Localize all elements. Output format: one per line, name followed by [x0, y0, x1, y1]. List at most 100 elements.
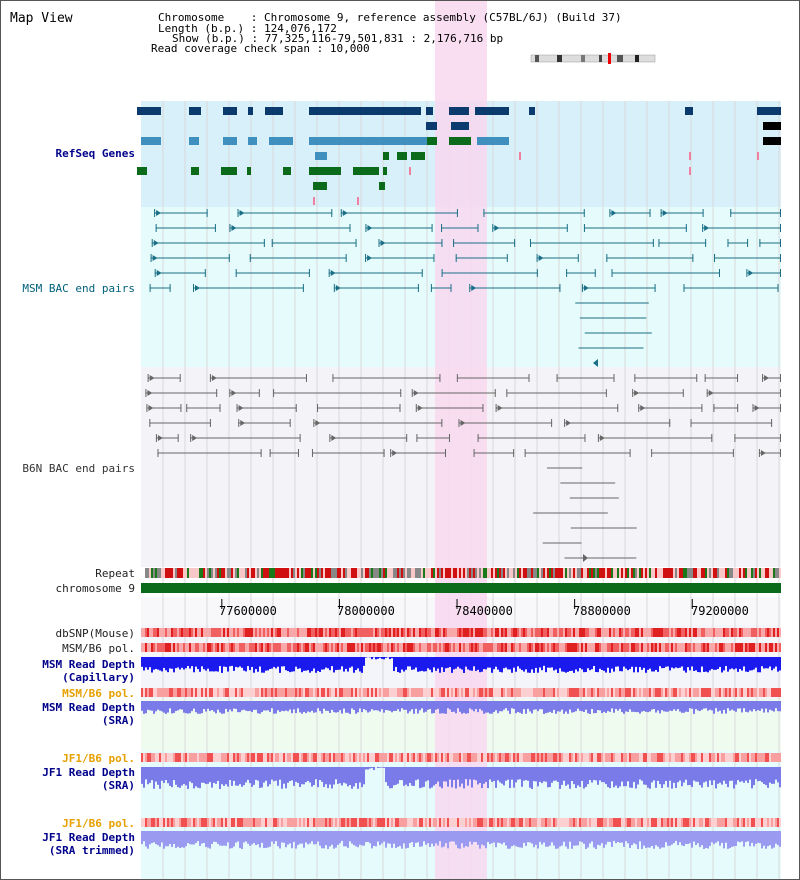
track-label-jf1-depth-trimmed[interactable]: JF1 Read Depth (SRA trimmed) [3, 831, 135, 857]
dbsnp-mark [777, 628, 779, 637]
msm-depth-sra-bar [735, 701, 737, 712]
jf1-pol-mark [407, 753, 409, 762]
msm-depth-sra-bar [205, 701, 207, 712]
track-label-jf1-pol-trimmed[interactable]: JF1/B6 pol. [62, 817, 135, 830]
jf1-pol-trimmed-mark [499, 818, 501, 827]
track-label-jf1-depth[interactable]: JF1 Read Depth (SRA) [3, 766, 135, 792]
msm-depth-sra-bar [755, 701, 757, 712]
jf1-pol-trimmed-mark [631, 818, 633, 827]
dbsnp-mark [173, 628, 175, 637]
msm-pol-mark [319, 643, 321, 652]
msm-pol-sra-mark [455, 688, 457, 697]
jf1-pol-trimmed-mark [653, 818, 655, 827]
track-label-b6n-bac[interactable]: B6N BAC end pairs [22, 462, 135, 475]
track-label-msm-depth-capillary[interactable]: MSM Read Depth (Capillary) [3, 658, 135, 684]
jf1-pol-trimmed-mark [307, 818, 309, 827]
repeat-mark [193, 568, 195, 578]
msm-pol-sra-mark [213, 688, 215, 697]
jf1-depth-trimmed-bar [725, 831, 727, 843]
jf1-depth-trimmed-bar [319, 831, 321, 846]
jf1-pol-mark [339, 753, 341, 762]
jf1-depth-trimmed-bar [637, 831, 639, 849]
track-label-chromosome[interactable]: chromosome 9 [55, 582, 135, 595]
dbsnp-mark [645, 628, 647, 637]
msm-depth-capillary-bar [199, 657, 201, 672]
msm-depth-sra-bar [753, 701, 755, 710]
jf1-depth-trimmed-bar [617, 831, 619, 842]
track-label-msm-bac[interactable]: MSM BAC end pairs [22, 282, 135, 295]
msm-pol-mark [215, 643, 217, 652]
jf1-depth-bar [601, 767, 603, 783]
repeat-mark [243, 568, 245, 578]
msm-depth-capillary-bar [513, 657, 515, 668]
dbsnp-mark [493, 628, 495, 637]
jf1-pol-trimmed-mark [751, 818, 753, 827]
jf1-pol-trimmed-mark [519, 818, 521, 827]
repeat-mark [411, 568, 413, 578]
jf1-pol-mark [741, 753, 743, 762]
dbsnp-mark [681, 628, 683, 637]
jf1-pol-trimmed-mark [479, 818, 481, 827]
track-label-msm-pol-sra[interactable]: MSM/B6 pol. [62, 687, 135, 700]
jf1-depth-bar [263, 767, 265, 783]
jf1-depth-trimmed-bar [473, 831, 475, 842]
jf1-pol-trimmed-mark [153, 818, 155, 827]
refseq-gene [379, 182, 385, 190]
jf1-pol-mark [623, 753, 625, 762]
track-label-repeat[interactable]: Repeat [95, 567, 135, 580]
msm-depth-sra-bar [381, 701, 383, 710]
msm-pol-sra-mark [487, 688, 489, 697]
track-label-msm-pol[interactable]: MSM/B6 pol. [62, 642, 135, 655]
track-label-msm-depth-sra[interactable]: MSM Read Depth (SRA) [3, 701, 135, 727]
msm-pol-mark [665, 643, 667, 652]
msm-depth-capillary-bar [335, 657, 337, 671]
msm-depth-capillary-bar [301, 657, 303, 673]
msm-depth-capillary-bar [315, 657, 317, 673]
jf1-pol-mark [747, 753, 749, 762]
dbsnp-mark [721, 628, 723, 637]
msm-depth-sra-bar [589, 701, 591, 714]
dbsnp-mark [361, 628, 363, 637]
jf1-pol-trimmed-mark [411, 818, 413, 827]
msm-depth-capillary-bar [611, 657, 613, 669]
msm-depth-sra-bar [163, 701, 165, 713]
jf1-pol-mark [335, 753, 337, 762]
jf1-depth-trimmed-bar [735, 831, 737, 846]
msm-pol-sra-mark [185, 688, 187, 697]
msm-pol-sra-mark [189, 688, 191, 697]
msm-bac-pair-arrow [611, 210, 617, 216]
msm-depth-sra-bar [459, 701, 461, 712]
jf1-depth-trimmed-bar [237, 831, 239, 842]
jf1-depth-trimmed-bar [641, 831, 643, 849]
dbsnp-mark [345, 628, 347, 637]
dbsnp-mark [387, 628, 389, 637]
msm-depth-capillary-bar [235, 657, 237, 667]
dbsnp-mark [231, 628, 233, 637]
b6n-bac-pair-end [711, 434, 713, 442]
msm-depth-capillary-bar [543, 657, 545, 666]
dbsnp-mark [297, 628, 299, 637]
jf1-depth-bar [675, 767, 677, 788]
jf1-pol-trimmed-mark [711, 818, 713, 827]
track-label-refseq[interactable]: RefSeq Genes [55, 147, 135, 160]
track-label-jf1-pol[interactable]: JF1/B6 pol. [62, 752, 135, 765]
jf1-pol-mark [581, 753, 583, 762]
jf1-pol-mark [465, 753, 467, 762]
repeat-mark [637, 568, 639, 578]
repeat-mark [183, 568, 185, 578]
track-label-dbsnp[interactable]: dbSNP(Mouse) [55, 627, 135, 640]
jf1-depth-trimmed-bar [695, 831, 697, 845]
jf1-pol-mark [705, 753, 707, 762]
repeat-mark [747, 568, 749, 578]
jf1-depth-trimmed-bar [143, 831, 145, 842]
repeat-mark [185, 568, 187, 578]
msm-pol-mark [405, 643, 407, 652]
dbsnp-mark [583, 628, 585, 637]
jf1-pol-trimmed-mark [349, 818, 351, 827]
msm-pol-mark [609, 643, 611, 652]
b6n-bac-pair-end [495, 404, 497, 412]
b6n-bac-pair-arrow [192, 435, 198, 441]
msm-pol-sra-mark [719, 688, 721, 697]
jf1-depth-trimmed-bar [447, 831, 449, 849]
